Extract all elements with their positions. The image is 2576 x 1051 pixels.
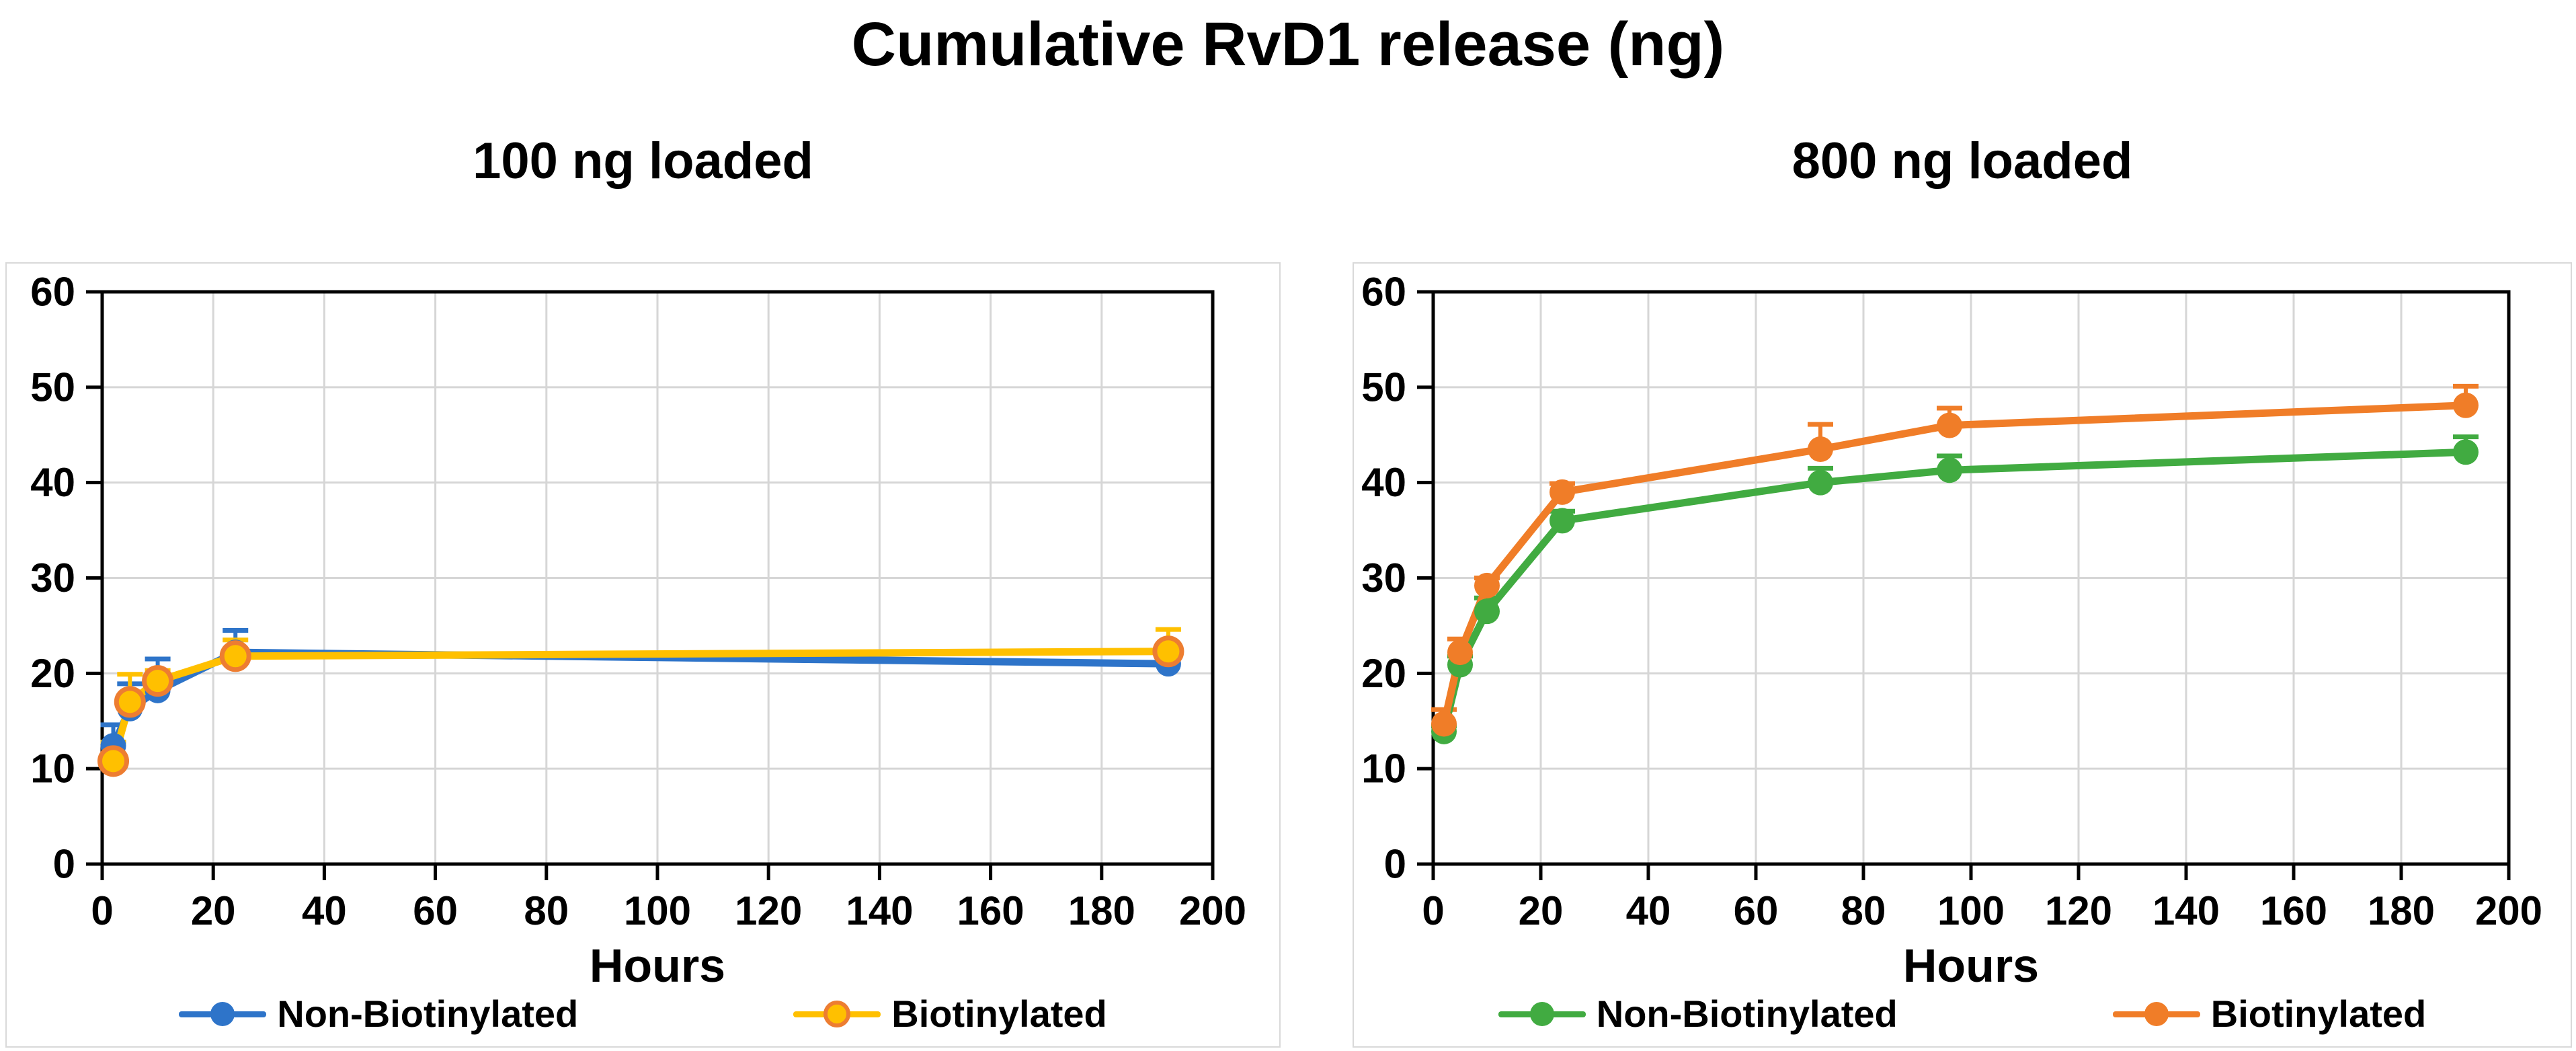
- x-tick-label: 40: [302, 888, 347, 933]
- x-tick-label: 100: [1937, 888, 2005, 933]
- y-tick-label: 40: [1361, 460, 1406, 505]
- series-line: [110, 648, 1172, 765]
- data-point-marker: [1549, 508, 1575, 534]
- x-tick-label: 40: [1626, 888, 1671, 933]
- y-tick-label: 50: [1361, 364, 1406, 410]
- legend-item-biotinylated: Biotinylated: [793, 992, 1107, 1036]
- data-point-marker: [219, 640, 251, 672]
- x-axis-title: Hours: [590, 939, 725, 992]
- data-point-marker: [1549, 479, 1575, 505]
- data-point-marker: [1447, 639, 1473, 666]
- data-point-marker: [1152, 635, 1184, 668]
- x-tick-label: 200: [1179, 888, 1246, 933]
- x-tick-label: 60: [1734, 888, 1779, 933]
- line-circle-marker-icon: [793, 999, 881, 1029]
- x-tick-label: 0: [1422, 888, 1444, 933]
- data-point-marker: [114, 686, 146, 718]
- series-line: [1440, 448, 2470, 736]
- x-tick-label: 180: [1068, 888, 1135, 933]
- data-point-marker: [1937, 412, 1962, 438]
- y-tick-label: 0: [1384, 842, 1406, 887]
- chart-800ng: 0 10 20 30 40 50 60 0 20 40 60 80 100 120 140 160 180 200…: [1353, 262, 2572, 1048]
- x-axis-title: Hours: [1903, 939, 2039, 992]
- chart-800ng-plot: 0 10 20 30 40 50 60 0 20 40 60 80 100 120 140 160 180 200…: [1361, 270, 2542, 992]
- x-tick-label: 80: [1841, 888, 1886, 933]
- y-tick-label: 60: [30, 270, 75, 315]
- chart-100ng-subtitle: 100 ng loaded: [473, 132, 813, 190]
- series-line: [1440, 401, 2470, 728]
- x-tick-label: 60: [413, 888, 458, 933]
- x-tick-label: 180: [2368, 888, 2435, 933]
- figure-title: Cumulative RvD1 release (ng): [851, 10, 1725, 79]
- y-tick-label: 50: [30, 364, 75, 410]
- y-tick-label: 60: [1361, 270, 1406, 315]
- y-tick-label: 30: [1361, 555, 1406, 600]
- y-tick-label: 10: [1361, 746, 1406, 791]
- x-tick-label: 120: [2045, 888, 2112, 933]
- chart-100ng-plot: 0 10 20 30 40 50 60 0 20 40 60 80 100 120 140 160 180 200…: [30, 270, 1246, 992]
- data-point-marker: [1474, 572, 1500, 598]
- data-point-marker: [1431, 711, 1457, 737]
- x-tick-label: 140: [2152, 888, 2220, 933]
- legend-item-non-biotinylated: Non-Biotinylated: [179, 992, 578, 1036]
- chart-800ng-legend: Non-Biotinylated Biotinylated: [1354, 992, 2571, 1036]
- legend-item-non-biotinylated: Non-Biotinylated: [1498, 992, 1898, 1036]
- x-tick-label: 20: [191, 888, 236, 933]
- chart-100ng-legend: Non-Biotinylated Biotinylated: [7, 992, 1279, 1036]
- data-point-marker: [1937, 457, 1962, 483]
- x-tick-label: 20: [1519, 888, 1564, 933]
- y-tick-label: 30: [30, 555, 75, 600]
- y-tick-label: 0: [53, 842, 75, 887]
- data-point-marker: [142, 665, 174, 697]
- legend-label: Non-Biotinylated: [277, 992, 579, 1035]
- data-point-marker: [1808, 436, 1833, 463]
- x-tick-label: 120: [735, 888, 802, 933]
- data-point-marker: [2453, 392, 2479, 418]
- y-tick-label: 40: [30, 460, 75, 505]
- x-tick-label: 140: [846, 888, 913, 933]
- y-tick-label: 10: [30, 746, 75, 791]
- x-tick-label: 80: [524, 888, 569, 933]
- data-point-marker: [1808, 469, 1833, 496]
- legend-label: Non-Biotinylated: [1596, 992, 1898, 1035]
- data-point-marker: [2453, 439, 2479, 465]
- x-tick-label: 0: [91, 888, 113, 933]
- line-circle-marker-icon: [179, 999, 267, 1029]
- y-tick-label: 20: [30, 651, 75, 696]
- legend-item-biotinylated: Biotinylated: [2112, 992, 2427, 1036]
- series-line: [110, 648, 1172, 750]
- chart-800ng-subtitle: 800 ng loaded: [1792, 132, 2133, 190]
- x-tick-label: 160: [957, 888, 1024, 933]
- y-tick-label: 20: [1361, 651, 1406, 696]
- legend-label: Biotinylated: [891, 992, 1107, 1035]
- data-point-marker: [97, 745, 130, 777]
- data-point-marker: [1474, 598, 1500, 625]
- chart-100ng: 0 10 20 30 40 50 60 0 20 40 60 80 100 120 140 160 180 200…: [5, 262, 1281, 1048]
- x-tick-label: 100: [624, 888, 691, 933]
- line-circle-marker-icon: [2112, 999, 2200, 1029]
- line-circle-marker-icon: [1498, 999, 1586, 1029]
- x-tick-label: 200: [2475, 888, 2542, 933]
- x-tick-label: 160: [2260, 888, 2327, 933]
- legend-label: Biotinylated: [2210, 992, 2427, 1035]
